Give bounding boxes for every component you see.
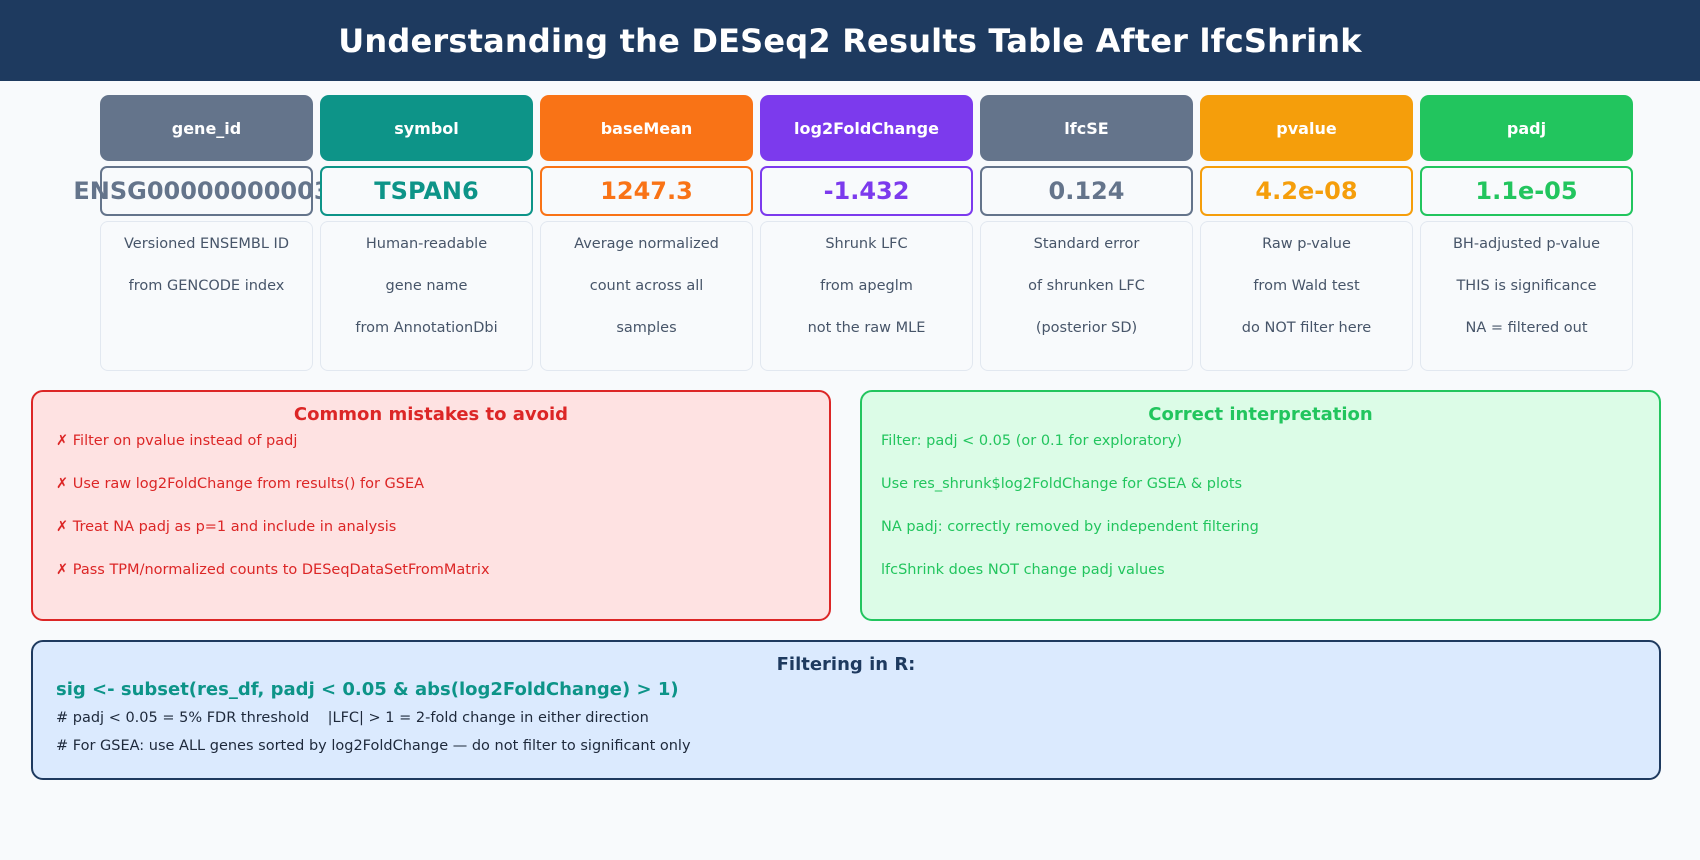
mistake-item: ✗ Treat NA padj as p=1 and include in an… [56, 519, 397, 535]
mistake-item: ✗ Filter on pvalue instead of padj [56, 433, 298, 449]
column-lfcSE: lfcSE 0.124 Standard error of shrunken LFC (… [980, 95, 1193, 371]
filtering-panel: Filtering in R: sig <- subset(res_df, pa… [31, 640, 1661, 780]
column-example-value: ENSG00000000003. [73, 166, 340, 216]
description-line: samples [616, 320, 677, 336]
column-header: baseMean [540, 95, 753, 161]
column-example-value: 1247.3 [540, 166, 753, 216]
description-line: Versioned ENSEMBL ID [123, 236, 289, 252]
column-description: BH-adjusted p-value THIS is significance N… [1420, 221, 1633, 371]
column-pvalue: pvalue 4.2e-08 Raw p-value from Wald test do… [1200, 95, 1413, 371]
description-line: from GENCODE index [128, 278, 285, 294]
description-line: from AnnotationDbi [355, 320, 498, 336]
page-title: Understanding the DESeq2 Results Table A… [0, 0, 1700, 81]
description-line: THIS is significance [1456, 278, 1597, 294]
column-symbol: symbol TSPAN6 Human-readable gene name from … [320, 95, 533, 371]
description-line: from Wald test [1253, 278, 1360, 294]
mistake-item: ✗ Use raw log2FoldChange from results() … [56, 476, 425, 492]
column-example-value: 1.1e-05 [1420, 166, 1633, 216]
column-padj: padj 1.1e-05 BH-adjusted p-value THIS is si… [1420, 95, 1633, 371]
column-gene_id: gene_id ENSG00000000003. Versioned ENSEMBL… [73, 95, 340, 371]
column-description: Average normalized count across all sample… [540, 221, 753, 371]
column-header: log2FoldChange [760, 95, 973, 161]
filtering-title: Filtering in R: [776, 654, 916, 675]
column-header: lfcSE [980, 95, 1193, 161]
column-description: Versioned ENSEMBL ID from GENCODE index [100, 221, 313, 371]
column-example-value: TSPAN6 [320, 166, 533, 216]
mistakes-title: Common mistakes to avoid [293, 404, 569, 425]
code-comment: # padj < 0.05 = 5% FDR threshold |LFC| >… [56, 710, 649, 726]
correct-title: Correct interpretation [1148, 404, 1373, 425]
column-log2FoldChange: log2FoldChange -1.432 Shrunk LFC from apegl… [760, 95, 973, 371]
correct-item: Filter: padj < 0.05 (or 0.1 for explorat… [881, 433, 1183, 449]
description-line: from apeglm [820, 278, 913, 294]
column-description: Standard error of shrunken LFC (posterior … [980, 221, 1193, 371]
correct-item: NA padj: correctly removed by independen… [881, 519, 1259, 535]
mistakes-panel: Common mistakes to avoid ✗ Filter on pva… [31, 390, 831, 621]
column-description: Shrunk LFC from apeglm not the raw MLE [760, 221, 973, 371]
description-line: of shrunken LFC [1028, 278, 1145, 294]
column-header: symbol [320, 95, 533, 161]
description-line: Human-readable [365, 236, 488, 252]
correct-item: Use res_shrunk$log2FoldChange for GSEA &… [881, 476, 1243, 492]
filter-code: sig <- subset(res_df, padj < 0.05 & abs(… [56, 679, 679, 700]
column-header: pvalue [1200, 95, 1413, 161]
code-comment: # For GSEA: use ALL genes sorted by log2… [56, 738, 691, 754]
description-line: NA = filtered out [1465, 320, 1588, 336]
column-header: padj [1420, 95, 1633, 161]
description-line: gene name [385, 278, 468, 294]
description-line: not the raw MLE [807, 320, 926, 336]
column-example-value: 4.2e-08 [1200, 166, 1413, 216]
correct-panel: Correct interpretation Filter: padj < 0.… [860, 390, 1661, 621]
description-line: Raw p-value [1262, 236, 1351, 252]
column-example-value: -1.432 [760, 166, 973, 216]
description-line: do NOT filter here [1241, 320, 1372, 336]
correct-item: lfcShrink does NOT change padj values [881, 562, 1165, 578]
column-description: Human-readable gene name from AnnotationDb… [320, 221, 533, 371]
column-baseMean: baseMean 1247.3 Average normalized count ac… [540, 95, 753, 371]
column-example-value: 0.124 [980, 166, 1193, 216]
mistake-item: ✗ Pass TPM/normalized counts to DESeqDat… [56, 562, 490, 578]
column-header: gene_id [100, 95, 313, 161]
description-line: BH-adjusted p-value [1452, 236, 1601, 252]
description-line: count across all [589, 278, 704, 294]
column-description: Raw p-value from Wald test do NOT filter h… [1200, 221, 1413, 371]
description-line: Shrunk LFC [825, 236, 908, 252]
description-line: Standard error [1033, 236, 1140, 252]
description-line: (posterior SD) [1035, 320, 1138, 336]
description-line: Average normalized [574, 236, 719, 252]
description-line [101, 318, 312, 360]
